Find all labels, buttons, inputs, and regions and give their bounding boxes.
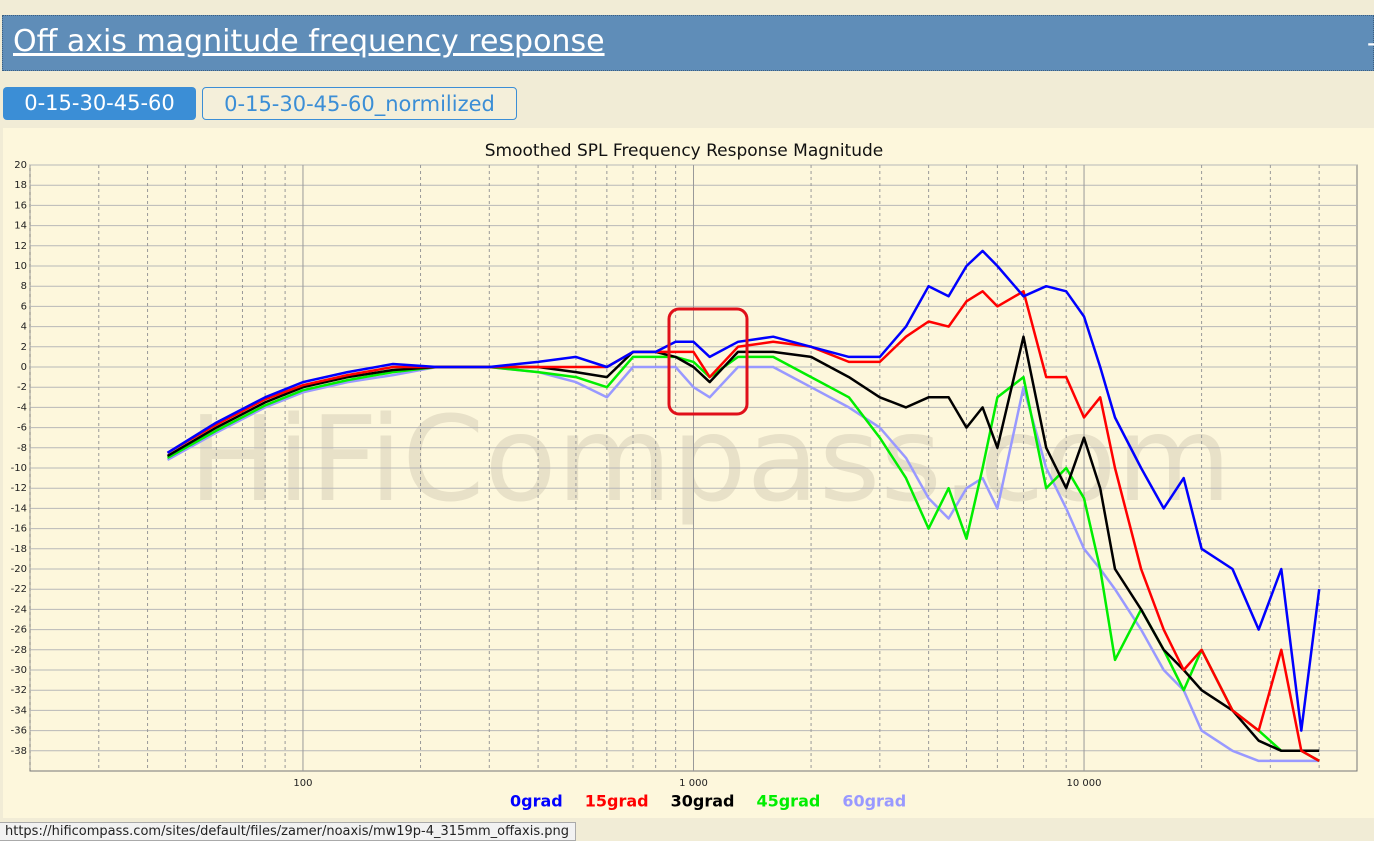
y-tick-label: 12 <box>14 241 27 252</box>
legend-entry: 45grad <box>756 792 820 811</box>
y-tick-label: -26 <box>11 625 27 636</box>
section-header[interactable]: Off axis magnitude frequency response - <box>2 15 1374 71</box>
section-title[interactable]: Off axis magnitude frequency response <box>13 24 605 59</box>
y-tick-label: 0 <box>21 362 27 373</box>
y-tick-label: 20 <box>14 160 27 171</box>
y-tick-label: 4 <box>21 322 27 333</box>
tab-active[interactable]: 0-15-30-45-60 <box>3 87 196 120</box>
y-tick-label: -36 <box>11 726 27 737</box>
y-tick-label: -2 <box>17 382 27 393</box>
y-tick-label: -14 <box>11 503 27 514</box>
y-tick-label: 16 <box>14 200 27 211</box>
y-tick-label: -10 <box>11 463 27 474</box>
y-tick-label: -34 <box>11 705 27 716</box>
y-tick-label: 2 <box>21 342 27 353</box>
y-tick-label: 6 <box>21 301 27 312</box>
chart-title: Smoothed SPL Frequency Response Magnitud… <box>485 141 884 161</box>
legend-entry: 15grad <box>585 792 649 811</box>
chart: Smoothed SPL Frequency Response Magnitud… <box>3 128 1374 818</box>
highlight-box <box>667 307 749 416</box>
y-tick-label: 18 <box>14 180 27 191</box>
y-tick-label: -8 <box>17 443 27 454</box>
y-tick-label: -22 <box>11 584 27 595</box>
watermark: HiFiCompass.com <box>189 390 1232 528</box>
y-tick-label: -30 <box>11 665 27 676</box>
x-tick-label: 1 000 <box>679 778 708 789</box>
y-tick-label: -18 <box>11 544 27 555</box>
legend-entry: 30grad <box>671 792 735 811</box>
legend-entry: 0grad <box>510 792 563 811</box>
y-tick-label: -20 <box>11 564 27 575</box>
y-tick-label: -24 <box>11 604 27 615</box>
y-tick-label: -32 <box>11 685 27 696</box>
x-tick-label: 100 <box>293 778 312 789</box>
y-tick-label: -16 <box>11 524 27 535</box>
legend-entry: 60grad <box>842 792 906 811</box>
y-tick-label: 10 <box>14 261 27 272</box>
y-tick-label: -4 <box>17 402 27 413</box>
status-bar: https://hificompass.com/sites/default/fi… <box>0 822 576 841</box>
y-tick-label: -12 <box>11 483 27 494</box>
series-line <box>166 249 1321 732</box>
x-tick-label: 10 000 <box>1067 778 1102 789</box>
y-tick-label: -6 <box>17 423 27 434</box>
collapse-toggle[interactable]: - <box>1367 26 1374 59</box>
y-tick-label: 14 <box>14 221 27 232</box>
y-tick-label: -38 <box>11 746 27 757</box>
y-tick-label: 8 <box>21 281 27 292</box>
y-tick-label: -28 <box>11 645 27 656</box>
tab[interactable]: 0-15-30-45-60_normilized <box>202 87 517 120</box>
